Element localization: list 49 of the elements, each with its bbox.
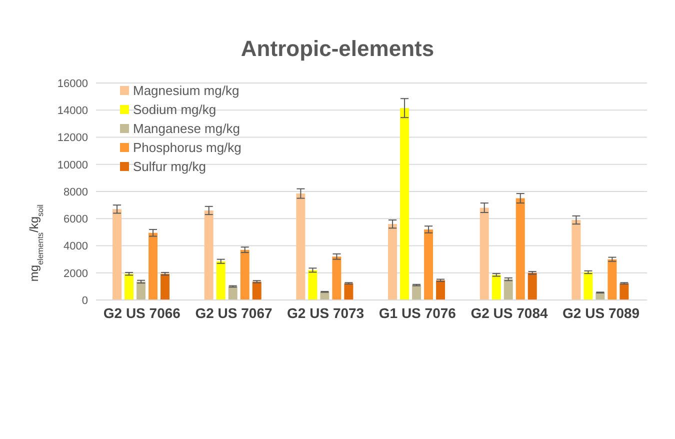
x-tick-label: G2 US 7067 — [195, 304, 272, 321]
bar — [480, 208, 489, 300]
y-tick-label: 16000 — [57, 78, 88, 90]
bar — [620, 283, 629, 300]
x-tick-label: G2 US 7073 — [287, 304, 364, 321]
bar — [160, 274, 170, 300]
chart-title: Antropic-elements — [240, 36, 436, 62]
x-tick-label: G2 US 7084 — [470, 304, 548, 321]
legend-label: Sulfur mg/kg — [132, 159, 207, 174]
bar — [504, 279, 513, 300]
bar — [136, 282, 146, 300]
bar — [516, 198, 525, 300]
bar — [344, 283, 354, 300]
bar — [204, 210, 214, 300]
legend-label: Magnesium mg/kg — [132, 83, 240, 98]
y-tick-label: 2000 — [64, 268, 88, 280]
legend-label: Phosphorus mg/kg — [132, 140, 242, 155]
bar — [528, 272, 537, 300]
bar — [400, 108, 410, 300]
bar — [608, 259, 617, 300]
bar — [228, 286, 238, 300]
bar — [112, 209, 122, 300]
y-tick-label: 0 — [82, 294, 88, 307]
y-tick-label: 8000 — [64, 186, 88, 198]
y-tick-label: 10000 — [57, 159, 88, 172]
y-tick-label: 12000 — [57, 132, 88, 144]
bar — [252, 282, 262, 300]
bar — [584, 272, 593, 300]
bar — [332, 256, 342, 300]
x-tick-label: G1 US 7076 — [378, 304, 456, 321]
bar — [148, 232, 158, 300]
legend-label: Manganese mg/kg — [132, 121, 241, 136]
x-tick-label: G2 US 7089 — [562, 304, 640, 321]
bar — [572, 220, 581, 300]
bar — [492, 274, 501, 300]
bar — [296, 194, 306, 300]
legend-label: Sodium mg/kg — [132, 102, 218, 117]
x-tick-label: G2 US 7066 — [103, 304, 181, 321]
bar — [124, 274, 134, 300]
bar — [216, 261, 226, 300]
y-tick-label: 6000 — [64, 214, 88, 226]
bar — [308, 270, 318, 300]
bar — [240, 250, 250, 300]
y-tick-label: 14000 — [57, 105, 88, 118]
bar — [424, 229, 434, 300]
bar — [412, 285, 422, 300]
bar — [388, 224, 398, 300]
bar — [436, 280, 446, 300]
y-tick-label: 4000 — [64, 240, 88, 253]
